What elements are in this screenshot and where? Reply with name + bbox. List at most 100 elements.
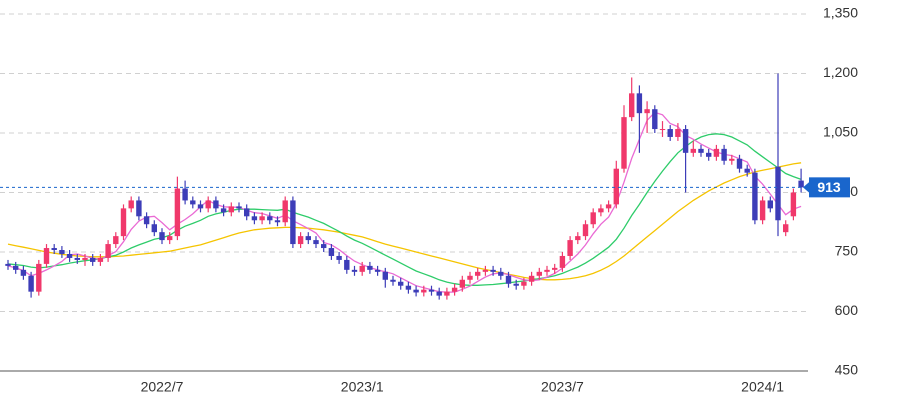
x-tick-label: 2023/7 <box>541 379 584 395</box>
candle-body <box>490 269 496 272</box>
candle-body <box>629 93 635 118</box>
candle-body <box>567 240 573 256</box>
candle-body <box>43 248 50 264</box>
candle-body <box>605 204 612 209</box>
x-tick-label: 2023/1 <box>341 379 384 395</box>
y-tick-label: 1,350 <box>823 5 858 21</box>
candle-body <box>244 208 250 217</box>
candle-body <box>328 248 335 256</box>
candle-body <box>783 224 789 233</box>
candle-body <box>228 206 234 213</box>
line-series <box>7 162 802 281</box>
candle-body <box>13 265 19 270</box>
candle-body <box>390 279 396 282</box>
candle-body <box>105 244 111 258</box>
candle-body <box>498 271 504 276</box>
candle-body <box>143 216 150 225</box>
candle-body <box>444 291 450 296</box>
candle-body <box>197 204 204 209</box>
candle-body <box>367 265 373 270</box>
candle-body <box>405 285 412 290</box>
candle-body <box>305 236 311 241</box>
y-tick-label: 600 <box>835 302 859 318</box>
candle-body <box>59 250 65 254</box>
candle-body <box>297 236 304 245</box>
candle-body <box>451 287 458 292</box>
candle-body <box>90 257 96 262</box>
candle-body <box>290 200 296 245</box>
candle-body <box>413 289 419 293</box>
line-series <box>7 111 802 293</box>
candle-body <box>344 259 350 270</box>
candle-body <box>706 152 712 157</box>
candle-body <box>274 220 281 223</box>
candle-body <box>374 269 381 272</box>
candle-body <box>759 200 766 221</box>
candle-body <box>575 236 581 241</box>
candle-body <box>398 281 404 286</box>
candle-body <box>521 281 527 286</box>
candle-body <box>267 216 273 221</box>
candle-body <box>205 200 211 209</box>
y-tick-label: 450 <box>835 362 859 378</box>
candle-body <box>590 212 596 225</box>
candle-body <box>713 148 720 157</box>
candle-body <box>236 206 242 209</box>
candle-body <box>721 148 727 161</box>
candle-body <box>582 224 589 237</box>
x-tick-label: 2022/7 <box>141 379 184 395</box>
candle-body <box>97 257 104 262</box>
candle-body <box>351 269 358 272</box>
candle-body <box>790 192 797 217</box>
candle-body <box>382 271 388 280</box>
candle-body <box>321 244 327 249</box>
y-tick-label: 750 <box>835 243 859 259</box>
candle-body <box>598 208 604 213</box>
candle-body <box>82 257 88 260</box>
candle-body <box>798 180 804 188</box>
candle-body <box>128 200 134 209</box>
candle-body <box>505 275 512 284</box>
candle-body <box>20 269 27 276</box>
last-price-box <box>809 177 850 198</box>
candle-body <box>436 291 442 296</box>
candle-body <box>113 236 119 245</box>
candle-body <box>528 275 535 282</box>
candle-body <box>775 166 781 221</box>
candle-body <box>729 158 735 161</box>
candle-body <box>659 129 666 131</box>
candle-body <box>213 200 219 209</box>
candle-body <box>428 289 435 292</box>
candle-body <box>475 271 481 276</box>
candle-body <box>621 117 627 169</box>
candle-body <box>767 200 773 209</box>
candle-body <box>544 269 550 272</box>
candle-body <box>359 265 365 272</box>
candle-body <box>5 263 11 266</box>
candle-body <box>513 283 519 286</box>
last-price-label: 913 <box>817 179 841 195</box>
y-tick-label: 1,200 <box>823 64 858 80</box>
candle-body <box>336 255 342 260</box>
candle-body <box>675 129 681 137</box>
candle-body <box>459 279 465 288</box>
candle-body <box>698 148 704 153</box>
y-tick-label: 1,050 <box>823 124 858 140</box>
line-series <box>7 133 802 286</box>
candle-body <box>120 208 127 237</box>
candle-body <box>552 267 558 270</box>
candle-body <box>66 253 73 258</box>
candle-body <box>136 200 142 217</box>
candle-body <box>752 172 758 221</box>
candle-body <box>536 271 542 276</box>
candle-body <box>51 248 57 251</box>
candle-body <box>159 232 165 241</box>
candle-body <box>167 236 173 241</box>
candle-body <box>28 275 34 292</box>
candle-body <box>282 200 288 223</box>
candle-body <box>190 200 196 205</box>
candle-body <box>482 269 489 272</box>
candle-body <box>636 93 643 114</box>
candle-body <box>667 129 673 137</box>
